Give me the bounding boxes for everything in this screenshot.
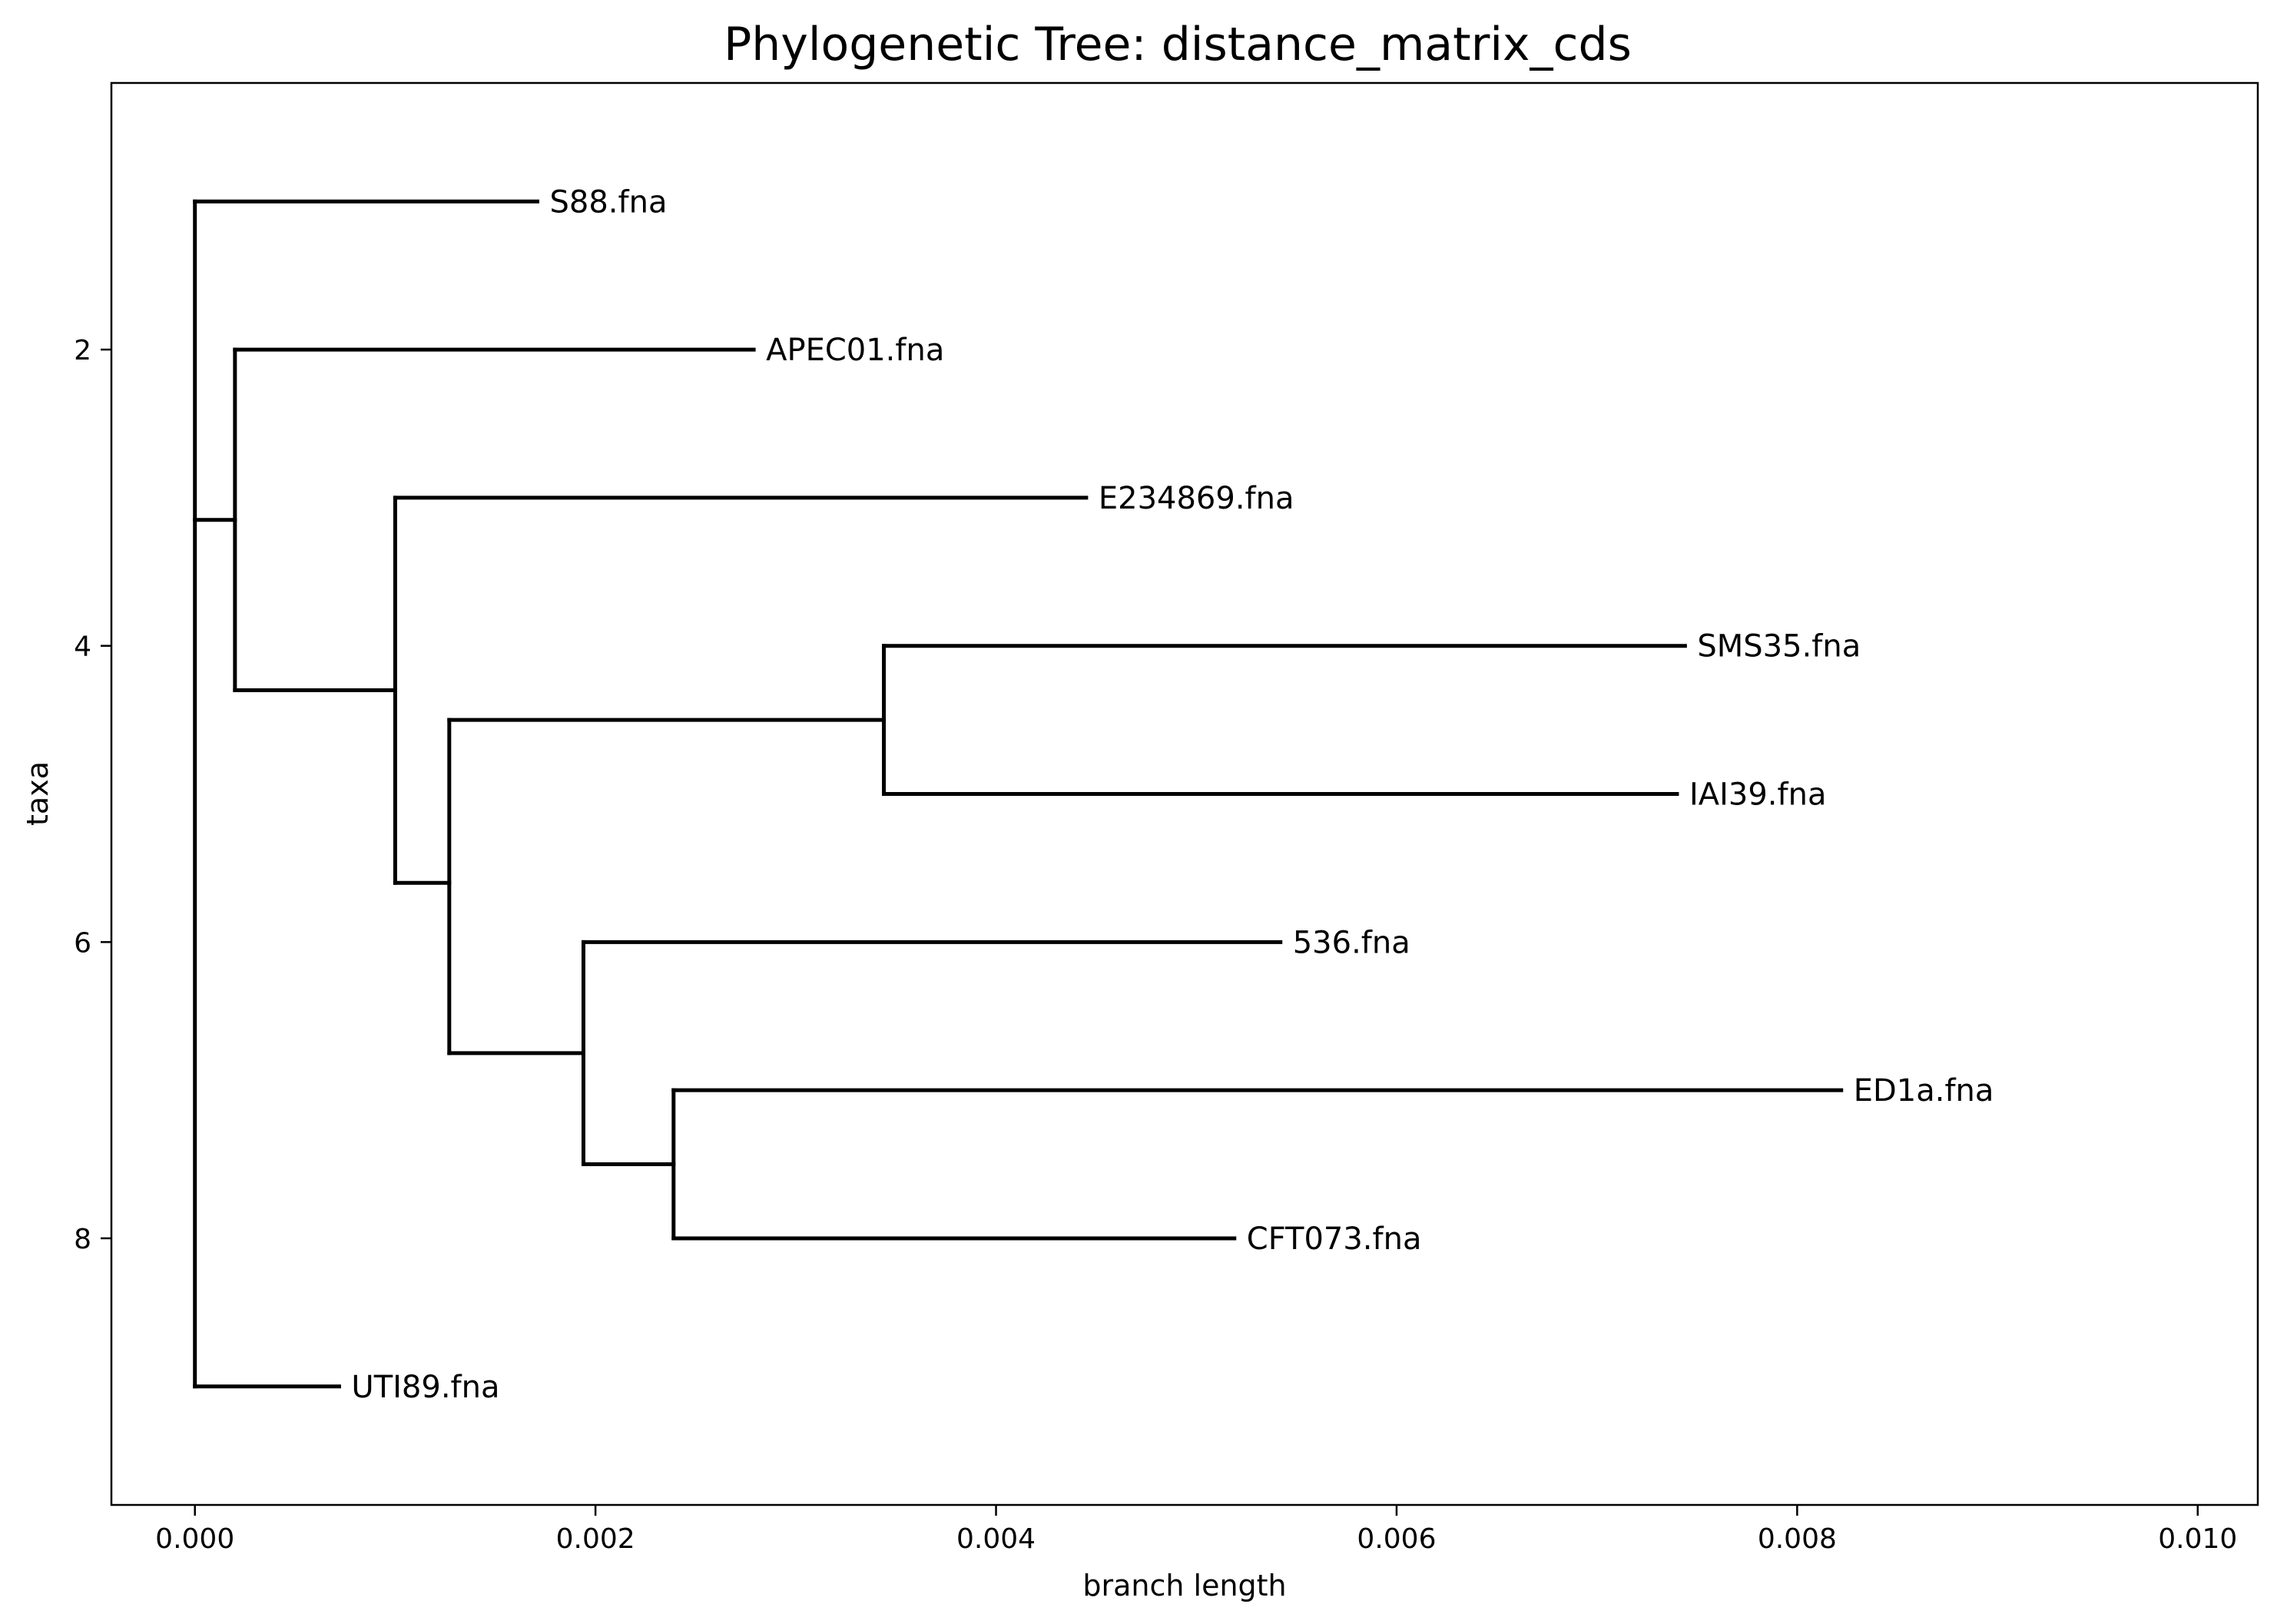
leaf-label-SMS35: SMS35.fna <box>1697 629 1861 665</box>
leaf-label-ED1a: ED1a.fna <box>1854 1073 1994 1109</box>
y-tick-label: 6 <box>74 927 91 959</box>
y-tick-label: 4 <box>74 631 91 663</box>
x-tick-label: 0.010 <box>2158 1523 2237 1555</box>
x-tick-label: 0.000 <box>155 1523 234 1555</box>
y-axis: 2 4 6 8 <box>74 335 111 1255</box>
leaf-label-IAI39: IAI39.fna <box>1689 777 1827 813</box>
leaf-labels: S88.fna APEC01.fna E234869.fna SMS35.fna IAI… <box>351 184 1994 1405</box>
x-tick-label: 0.002 <box>556 1523 635 1555</box>
x-axis: 0.000 0.002 0.004 0.006 0.008 0.010 <box>155 1505 2237 1555</box>
tree-branches <box>193 199 1844 1389</box>
chart-title: Phylogenetic Tree: distance_matrix_cds <box>724 18 1632 71</box>
leaf-label-536: 536.fna <box>1293 925 1410 960</box>
x-axis-label: branch length <box>1082 1569 1286 1602</box>
x-tick-label: 0.004 <box>956 1523 1036 1555</box>
y-tick-label: 8 <box>74 1224 91 1255</box>
y-axis-label: taxa <box>21 761 55 826</box>
plot-area-frame <box>110 81 2259 1506</box>
leaf-label-APEC01: APEC01.fna <box>766 333 944 368</box>
x-tick-label: 0.008 <box>1758 1523 1837 1555</box>
y-tick-label: 2 <box>74 335 91 366</box>
leaf-label-CFT073: CFT073.fna <box>1247 1221 1422 1257</box>
leaf-label-S88: S88.fna <box>550 184 668 220</box>
leaf-label-E234869: E234869.fna <box>1099 481 1294 516</box>
x-tick-label: 0.006 <box>1357 1523 1436 1555</box>
leaf-label-UTI89: UTI89.fna <box>351 1370 499 1405</box>
